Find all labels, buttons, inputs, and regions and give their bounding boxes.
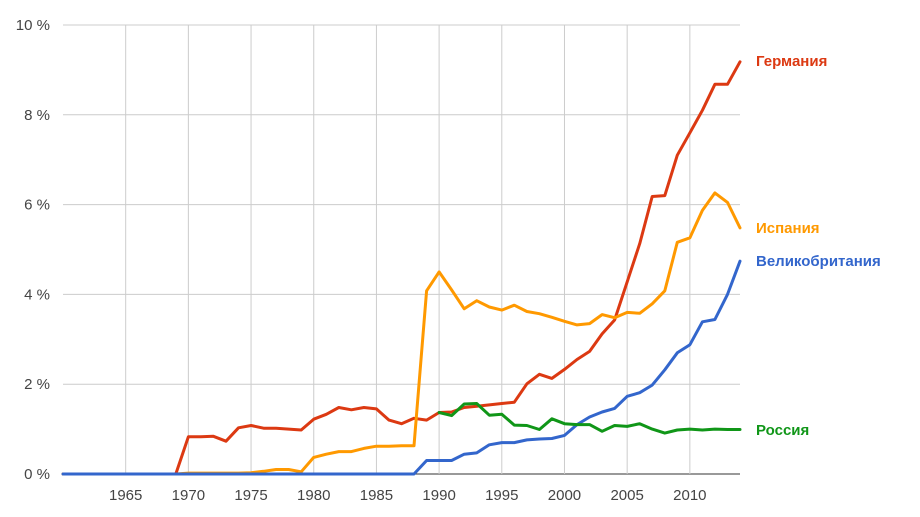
x-tick-label: 2005 (610, 487, 643, 504)
x-tick-label: 1980 (297, 487, 330, 504)
grid-lines (63, 24, 740, 475)
legend-label: Испания (756, 220, 820, 237)
x-tick-label: 1990 (422, 487, 455, 504)
x-axis-ticks: 1965 1970 1975 1980 1985 1990 1995 2000 2005 2010 (109, 487, 707, 504)
y-tick-label: 10 % (16, 17, 50, 34)
x-tick-label: 1995 (485, 487, 518, 504)
y-tick-label: 6 % (24, 197, 50, 214)
series-line (61, 191, 742, 476)
y-tick-label: 4 % (24, 286, 50, 303)
x-tick-label: 2000 (548, 487, 581, 504)
series-line (61, 60, 742, 476)
x-tick-label: 1985 (360, 487, 393, 504)
y-tick-label: 8 % (24, 107, 50, 124)
series-line (61, 259, 742, 476)
legend-label: Россия (756, 422, 809, 439)
x-tick-label: 1975 (234, 487, 267, 504)
legend-label: Великобритания (756, 253, 881, 270)
x-tick-label: 1970 (172, 487, 205, 504)
x-tick-label: 2010 (673, 487, 706, 504)
series-line (437, 402, 742, 435)
x-tick-label: 1965 (109, 487, 142, 504)
y-axis-ticks: 0 % 2 % 4 % 6 % 8 % 10 % (16, 17, 50, 483)
legend: Германия Испания Великобритания Россия (756, 53, 881, 439)
y-tick-label: 0 % (24, 466, 50, 483)
series-lines (61, 60, 742, 476)
y-tick-label: 2 % (24, 376, 50, 393)
legend-label: Германия (756, 53, 827, 70)
